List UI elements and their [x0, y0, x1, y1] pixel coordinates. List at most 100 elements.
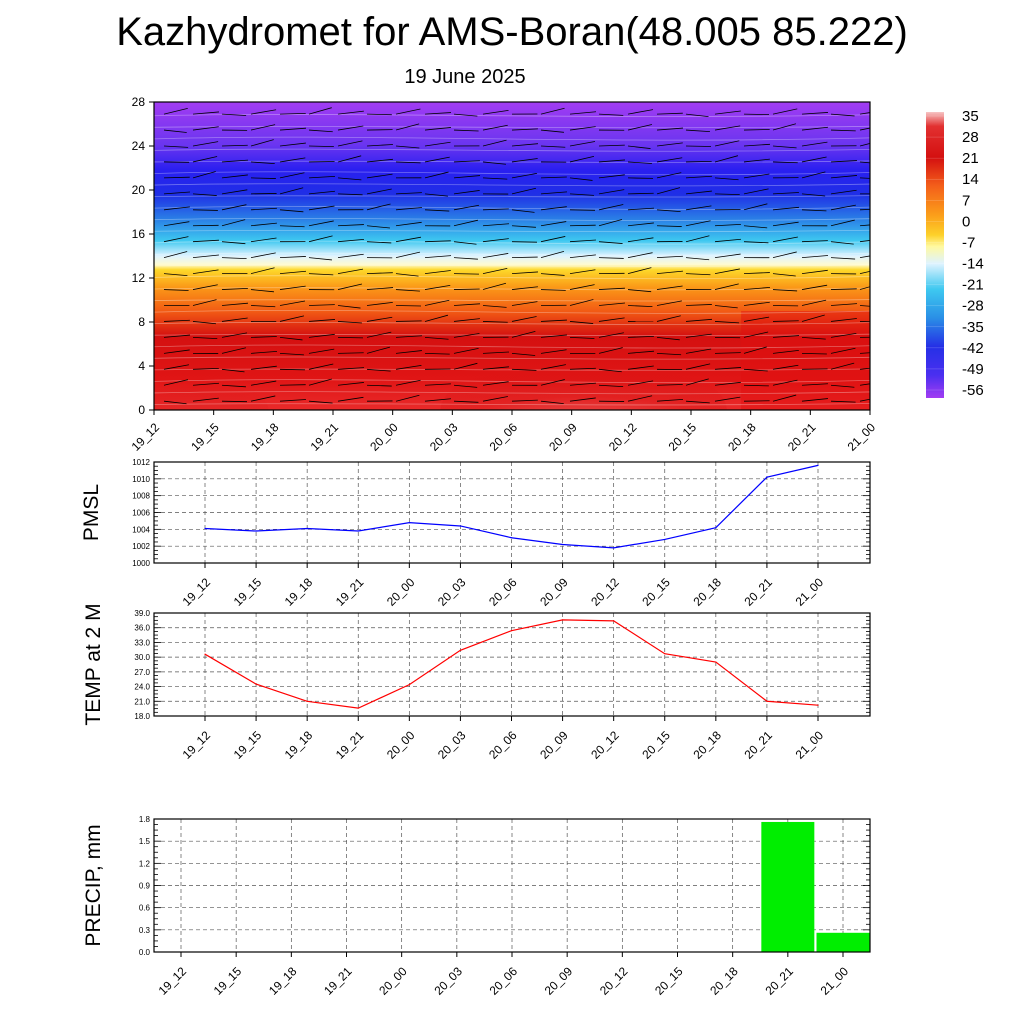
x-tick-label: 21_00	[818, 964, 852, 998]
wind-barb	[859, 398, 870, 402]
wind-barb	[366, 272, 393, 274]
heatmap-contour	[154, 171, 870, 176]
wind-barb	[337, 367, 365, 370]
wind-barb	[511, 316, 537, 322]
series-point	[817, 704, 819, 706]
wind-barb	[308, 319, 336, 322]
wind-barb	[250, 177, 276, 179]
wind-barb	[830, 332, 857, 338]
x-tick-label: 19_18	[282, 575, 316, 609]
wind-barb	[656, 142, 683, 147]
wind-barb	[656, 384, 683, 386]
wind-barb	[163, 379, 189, 386]
wind-barb	[163, 236, 189, 243]
wind-barb	[627, 207, 655, 211]
wind-barb	[511, 352, 536, 356]
wind-barb	[685, 160, 712, 163]
x-tick-label: 19_12	[156, 964, 190, 998]
wind-barb	[453, 318, 480, 322]
y-tick-label: 27.0	[134, 668, 150, 677]
wind-barb	[569, 254, 596, 259]
wind-barb	[685, 318, 713, 322]
wind-barb	[830, 160, 857, 163]
wind-barb	[366, 331, 392, 338]
wind-barb	[250, 139, 274, 147]
series-point	[664, 538, 666, 541]
x-tick-label: 19_21	[333, 575, 367, 609]
series-point	[306, 527, 308, 530]
wind-barb	[163, 334, 191, 338]
wind-barb	[424, 209, 450, 212]
wind-barb	[511, 271, 539, 274]
wind-barb	[801, 141, 828, 147]
wind-barb	[801, 209, 827, 212]
wind-barb	[337, 283, 363, 290]
heatmap-contour	[154, 136, 870, 141]
wind-barb	[656, 187, 681, 195]
x-tick-label: 19_21	[333, 728, 367, 762]
wind-barb	[540, 349, 567, 354]
wind-barb	[830, 303, 858, 306]
y-tick-label: 24.0	[134, 683, 150, 692]
wind-barb	[511, 172, 538, 179]
wind-barb	[424, 284, 451, 290]
wind-barb	[569, 382, 597, 386]
wind-barb	[279, 337, 303, 341]
y-tick-label: 0.9	[139, 882, 151, 891]
heatmap-x-tick-label: 20_03	[427, 420, 461, 454]
wind-barb	[192, 141, 219, 147]
wind-barb	[395, 273, 419, 277]
wind-barb	[337, 155, 362, 163]
x-tick-label: 19_18	[266, 964, 300, 998]
colorbar-tick-label: -21	[962, 277, 984, 294]
wind-barb	[656, 352, 682, 356]
wind-barb	[221, 368, 245, 373]
x-tick-label: 20_06	[486, 575, 520, 609]
wind-barb	[685, 348, 712, 354]
wind-barb	[627, 305, 653, 308]
wind-barb	[308, 273, 334, 276]
colorbar: 35 28 21 14 7 0 -7 -14 -21 -28 -35 -42 -49 -56	[926, 108, 984, 399]
wind-barb	[685, 363, 711, 370]
colorbar-tick-label: -7	[962, 234, 975, 251]
wind-barb	[598, 384, 624, 388]
wind-barb	[772, 289, 798, 292]
wind-barb	[801, 383, 828, 386]
wind-barb	[511, 256, 538, 259]
wind-barb	[453, 400, 479, 403]
heatmap-contour	[154, 148, 870, 152]
wind-barb	[772, 394, 797, 402]
wind-barb	[163, 349, 190, 354]
wind-barb	[279, 270, 307, 274]
wind-barb	[250, 161, 275, 165]
wind-barb	[279, 225, 305, 228]
wind-barb	[366, 225, 390, 229]
wind-barb	[598, 144, 625, 147]
x-tick-label: 20_09	[537, 575, 571, 609]
wind-barb	[714, 283, 739, 290]
colorbar-tick-label: -35	[962, 319, 984, 336]
wind-barb	[192, 209, 218, 211]
wind-barb	[482, 366, 510, 370]
wind-barb	[685, 175, 713, 179]
wind-barb	[540, 236, 566, 243]
wind-barb	[598, 287, 625, 290]
y-tick-label: 0.6	[139, 904, 151, 913]
wind-barb	[192, 111, 220, 115]
wind-barb	[308, 129, 333, 133]
wind-barb	[540, 206, 567, 211]
wind-barb	[163, 289, 189, 291]
wind-barb	[801, 193, 826, 197]
heatmap-x-tick-label: 19_12	[129, 420, 163, 454]
heatmap-x-tick-label: 20_06	[487, 420, 521, 454]
wind-barb	[830, 204, 856, 211]
colorbar-tick-label: -28	[962, 298, 984, 315]
heatmap-contour	[154, 217, 870, 221]
y-tick-label: 1006	[132, 509, 150, 518]
wind-barb	[540, 129, 564, 133]
heatmap-contour	[154, 195, 870, 198]
wind-barb	[801, 126, 828, 131]
wind-barb	[192, 269, 219, 274]
wind-barb	[801, 299, 827, 306]
wind-barb	[627, 395, 653, 402]
